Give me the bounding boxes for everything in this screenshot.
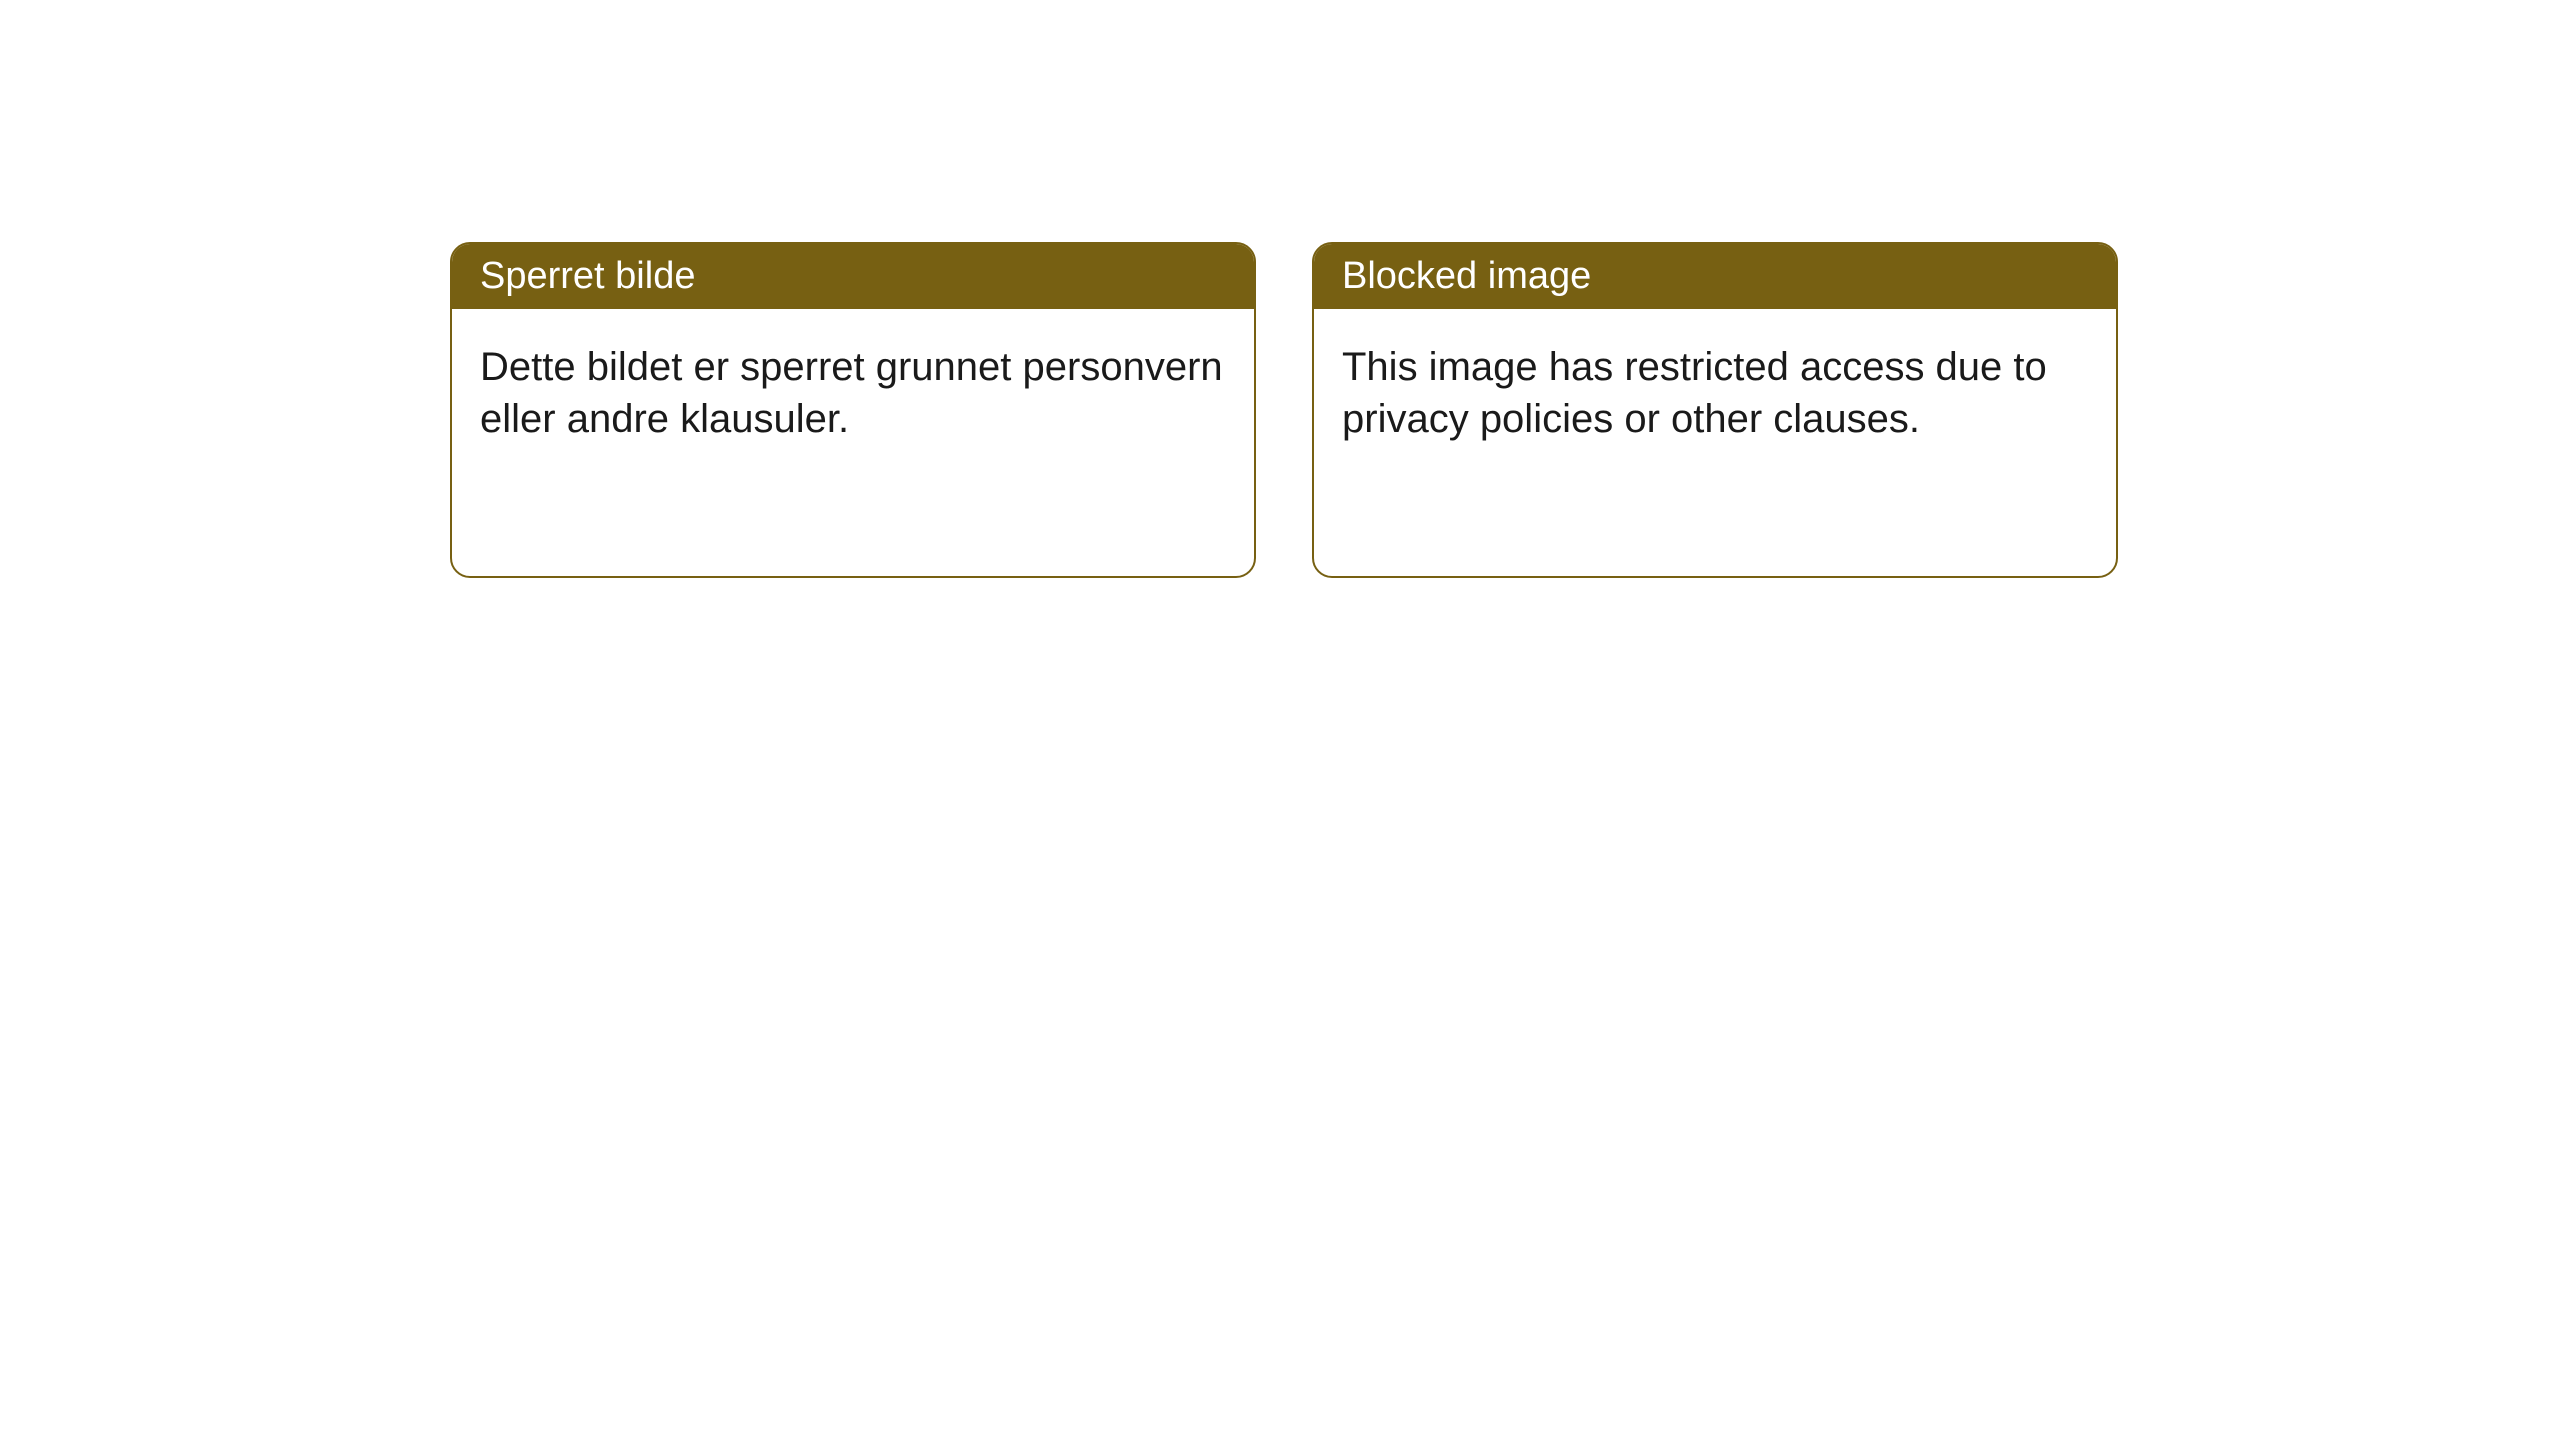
panel-body-text: Dette bildet er sperret grunnet personve… — [480, 345, 1223, 441]
panel-english: Blocked image This image has restricted … — [1312, 242, 2118, 578]
panel-body-english: This image has restricted access due to … — [1314, 309, 2116, 477]
panels-container: Sperret bilde Dette bildet er sperret gr… — [450, 242, 2560, 578]
panel-title: Sperret bilde — [480, 255, 695, 297]
panel-norwegian: Sperret bilde Dette bildet er sperret gr… — [450, 242, 1256, 578]
panel-header-norwegian: Sperret bilde — [452, 244, 1254, 309]
panel-body-text: This image has restricted access due to … — [1342, 345, 2047, 441]
panel-body-norwegian: Dette bildet er sperret grunnet personve… — [452, 309, 1254, 477]
panel-header-english: Blocked image — [1314, 244, 2116, 309]
panel-title: Blocked image — [1342, 255, 1591, 297]
